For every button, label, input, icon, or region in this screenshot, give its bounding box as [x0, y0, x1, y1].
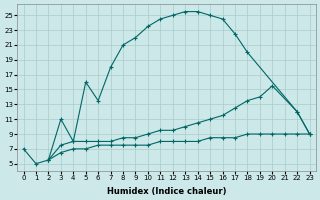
X-axis label: Humidex (Indice chaleur): Humidex (Indice chaleur) — [107, 187, 226, 196]
